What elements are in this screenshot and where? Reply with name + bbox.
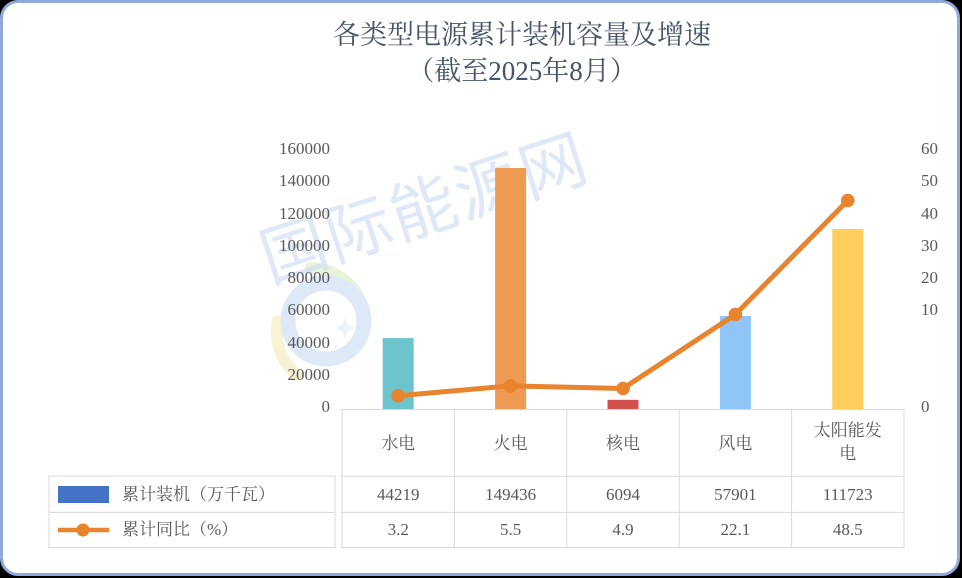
svg-text:57901: 57901: [714, 485, 757, 504]
svg-text:111723: 111723: [823, 485, 873, 504]
svg-text:22.1: 22.1: [721, 520, 751, 539]
svg-text:44219: 44219: [377, 485, 420, 504]
svg-text:火电: 火电: [494, 434, 528, 453]
svg-text:太阳能发: 太阳能发: [814, 421, 882, 440]
svg-text:4.9: 4.9: [612, 520, 633, 539]
svg-text:0: 0: [921, 397, 930, 416]
svg-text:100000: 100000: [279, 236, 330, 255]
svg-text:20000: 20000: [288, 365, 331, 384]
svg-text:累计同比（%）: 累计同比（%）: [122, 520, 238, 539]
svg-text:风电: 风电: [718, 434, 752, 453]
svg-text:140000: 140000: [279, 171, 330, 190]
svg-text:水电: 水电: [381, 434, 415, 453]
svg-text:48.5: 48.5: [833, 520, 863, 539]
svg-text:30: 30: [921, 236, 938, 255]
svg-text:60000: 60000: [288, 300, 331, 319]
svg-text:149436: 149436: [485, 485, 536, 504]
svg-text:20: 20: [921, 268, 938, 287]
svg-text:160000: 160000: [279, 139, 330, 158]
svg-text:50: 50: [921, 171, 938, 190]
svg-text:电: 电: [839, 444, 856, 463]
svg-text:40000: 40000: [288, 333, 331, 352]
svg-text:40: 40: [921, 204, 938, 223]
svg-text:3.2: 3.2: [388, 520, 409, 539]
svg-text:累计装机（万千瓦）: 累计装机（万千瓦）: [122, 485, 275, 504]
svg-text:80000: 80000: [288, 268, 331, 287]
svg-text:0: 0: [322, 397, 331, 416]
svg-text:10: 10: [921, 300, 938, 319]
svg-text:5.5: 5.5: [500, 520, 521, 539]
svg-text:6094: 6094: [606, 485, 641, 504]
svg-text:核电: 核电: [606, 434, 640, 453]
svg-text:60: 60: [921, 139, 938, 158]
svg-text:120000: 120000: [279, 204, 330, 223]
